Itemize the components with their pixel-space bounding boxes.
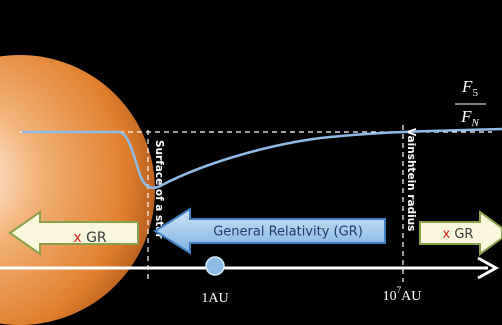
vainshtein-label: Vainshtein radius	[405, 128, 417, 231]
surface-label: Surface of a star	[153, 140, 165, 239]
diagram: F5 FN Surface of a star Vainshtein radiu…	[0, 0, 502, 325]
left-arrow-label: x GR	[73, 230, 107, 246]
axis-label-1au: 1AU	[201, 291, 228, 306]
middle-arrow-label: General Relativity (GR)	[213, 225, 363, 240]
earth-marker	[206, 257, 224, 275]
right-arrow-label: x GR	[443, 227, 474, 242]
